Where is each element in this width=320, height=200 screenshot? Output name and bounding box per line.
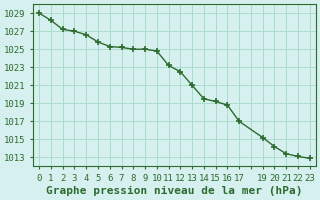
X-axis label: Graphe pression niveau de la mer (hPa): Graphe pression niveau de la mer (hPa) [46, 186, 303, 196]
